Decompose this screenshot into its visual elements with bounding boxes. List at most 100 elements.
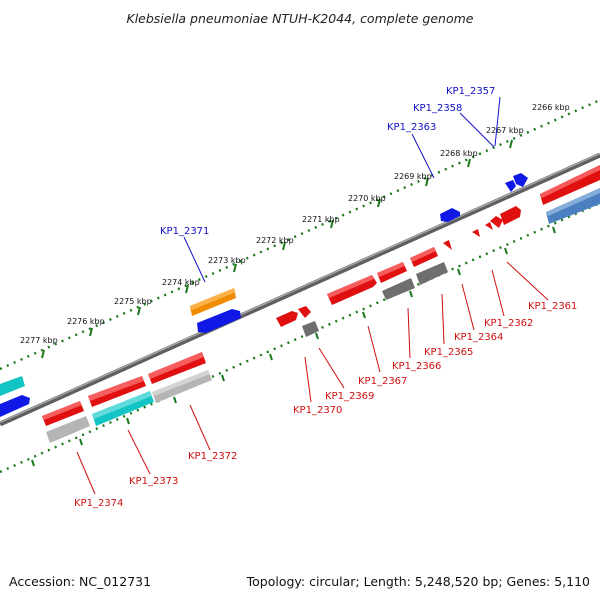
leader-line [367, 325, 381, 373]
scale-tick [233, 263, 237, 273]
scale-tick [467, 158, 471, 168]
leader-line [183, 236, 206, 283]
accession-text: Accession: NC_012731 [9, 574, 151, 589]
scale-tick [457, 268, 461, 276]
gene-arrow[interactable] [505, 180, 516, 192]
gene-arrow-highlight [42, 401, 82, 420]
leader-line [411, 133, 435, 179]
gene-label-kp1-2366[interactable]: KP1_2366 [392, 361, 441, 372]
gene-label-kp1-2367[interactable]: KP1_2367 [358, 376, 407, 387]
gene-arrow[interactable] [440, 208, 460, 222]
scale-tick [89, 327, 93, 337]
scale-tick [41, 349, 45, 359]
leader-line [461, 283, 475, 331]
scale-labels: 2266 kbp 2267 kbp 2268 kbp 2269 kbp 2270… [20, 103, 570, 345]
bottom-gene-labels: KP1_2361 KP1_2362 KP1_2364 KP1_2365 KP1_… [74, 301, 577, 509]
gene-arrow-highlight [377, 262, 405, 277]
leader-line [506, 261, 549, 301]
scale-label: 2267 kbp [486, 126, 524, 135]
gene-arrow[interactable] [472, 229, 480, 237]
gene-label-kp1-2374[interactable]: KP1_2374 [74, 498, 123, 509]
scale-tick [509, 139, 513, 149]
gene-arrow[interactable] [443, 240, 452, 250]
gene-arrow[interactable] [46, 416, 90, 443]
scale-ticks-inner [31, 226, 556, 467]
scale-label: 2272 kbp [256, 236, 294, 245]
leader-line [189, 404, 211, 451]
gene-arrow[interactable] [500, 206, 521, 225]
scale-label: 2277 kbp [20, 336, 58, 345]
gene-arrow[interactable] [416, 262, 448, 285]
outer-scale-ring [0, 98, 600, 371]
gene-arrow[interactable] [197, 309, 241, 333]
scale-tick [137, 306, 141, 316]
gene-arrow-highlight [546, 188, 600, 216]
topology-text: Topology: circular; Length: 5,248,520 bp… [246, 574, 590, 589]
leader-line [494, 96, 501, 147]
backbone-highlight [0, 152, 600, 424]
leader-line [459, 112, 495, 148]
leader-line [304, 356, 312, 403]
scale-tick [282, 241, 286, 251]
scale-label: 2274 kbp [162, 278, 200, 287]
top-leader-lines [183, 96, 501, 283]
gene-label-kp1-2362[interactable]: KP1_2362 [484, 318, 533, 329]
scale-tick [269, 353, 273, 361]
scale-label: 2276 kbp [67, 317, 105, 326]
scale-label: 2269 kbp [394, 172, 432, 181]
scale-tick [377, 198, 381, 208]
genome-title: Klebsiella pneumoniae NTUH-K2044, comple… [127, 11, 474, 26]
scale-tick [79, 438, 83, 446]
gene-arrow[interactable] [302, 321, 319, 337]
scale-label: 2273 kbp [208, 256, 246, 265]
gene-label-kp1-2365[interactable]: KP1_2365 [424, 347, 473, 358]
scale-tick [185, 284, 189, 294]
scale-label: 2271 kbp [302, 215, 340, 224]
gene-label-kp1-2357[interactable]: KP1_2357 [446, 86, 495, 97]
gene-label-kp1-2371[interactable]: KP1_2371 [160, 226, 209, 237]
inner-scale-ring [0, 201, 600, 474]
gene-arrow[interactable] [0, 395, 30, 417]
leader-line [407, 307, 411, 359]
scale-tick [31, 459, 35, 467]
gene-arrow-highlight [92, 391, 152, 419]
gene-arrow[interactable] [276, 311, 298, 327]
gene-label-kp1-2370[interactable]: KP1_2370 [293, 405, 342, 416]
gene-label-kp1-2372[interactable]: KP1_2372 [188, 451, 237, 462]
gene-arrow[interactable] [382, 278, 415, 300]
bottom-leader-lines [76, 261, 549, 495]
scale-tick [221, 374, 225, 382]
gene-arrow[interactable] [490, 216, 503, 228]
scale-tick [330, 219, 334, 229]
gene-label-kp1-2373[interactable]: KP1_2373 [129, 476, 178, 487]
gene-label-kp1-2361[interactable]: KP1_2361 [528, 301, 577, 312]
scale-label: 2275 kbp [114, 297, 152, 306]
scale-label: 2266 kbp [532, 103, 570, 112]
genome-backbone [0, 152, 600, 427]
scale-tick [504, 247, 508, 255]
leader-line [76, 451, 96, 495]
leader-line [318, 347, 345, 389]
backbone-line [0, 152, 600, 427]
gene-arrow-highlight [88, 376, 144, 401]
gene-arrow[interactable] [485, 222, 493, 230]
gene-label-kp1-2364[interactable]: KP1_2364 [454, 332, 503, 343]
scale-tick [126, 417, 130, 425]
outer-ring-dots [0, 98, 600, 371]
gene-arrow-highlight [190, 288, 236, 310]
gene-arrow[interactable] [298, 306, 311, 318]
gene-arrow-highlight [410, 247, 436, 262]
gene-label-kp1-2358[interactable]: KP1_2358 [413, 103, 462, 114]
reverse-strand-genes [42, 206, 521, 443]
scale-tick [552, 226, 556, 234]
gene-label-kp1-2369[interactable]: KP1_2369 [325, 391, 374, 402]
scale-tick [362, 311, 366, 319]
gene-arrow-highlight [540, 165, 600, 198]
gene-label-kp1-2363[interactable]: KP1_2363 [387, 122, 436, 133]
gene-arrow[interactable] [513, 173, 528, 187]
leader-line [441, 293, 445, 345]
gene-arrow[interactable] [0, 376, 25, 396]
scale-tick [173, 396, 177, 404]
scale-tick [409, 290, 413, 298]
